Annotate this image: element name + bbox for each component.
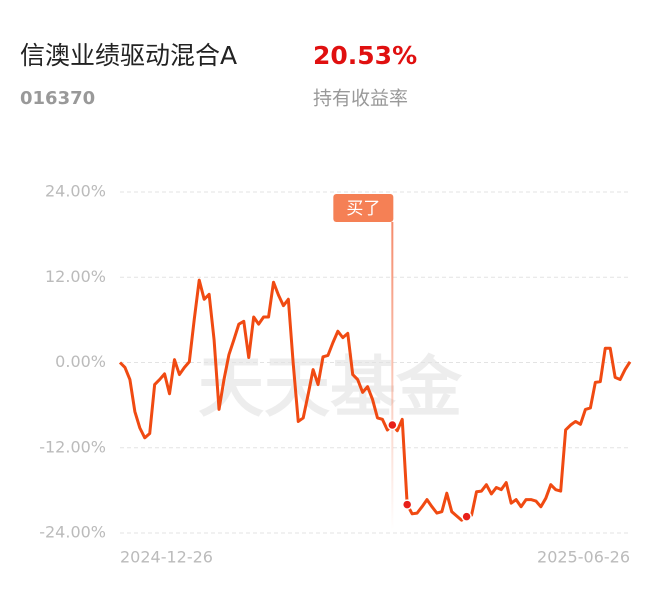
return-value: 20.53% [313,41,417,70]
fund-code: 016370 [20,88,95,109]
x-tick-label: 2024-12-26 [120,548,213,567]
annotation-box [333,194,394,222]
watermark: 天天基金 [198,349,463,426]
x-tick-label: 2025-06-26 [537,548,630,567]
y-tick-label: -12.00% [39,437,106,456]
y-tick-label: 0.00% [55,352,106,371]
fund-title: 信澳业绩驱动混合A [20,41,237,70]
y-tick-label: 24.00% [45,182,106,201]
annotation-text: 买了 [346,199,380,219]
trade-marker [401,499,413,510]
line-series [118,278,632,522]
trade-marker [387,419,398,431]
y-tick-label: -24.00% [39,523,106,542]
y-tick-label: 12.00% [45,267,106,286]
return-label: 持有收益率 [313,88,408,110]
annotation-line [391,222,394,530]
trade-marker [461,511,472,522]
